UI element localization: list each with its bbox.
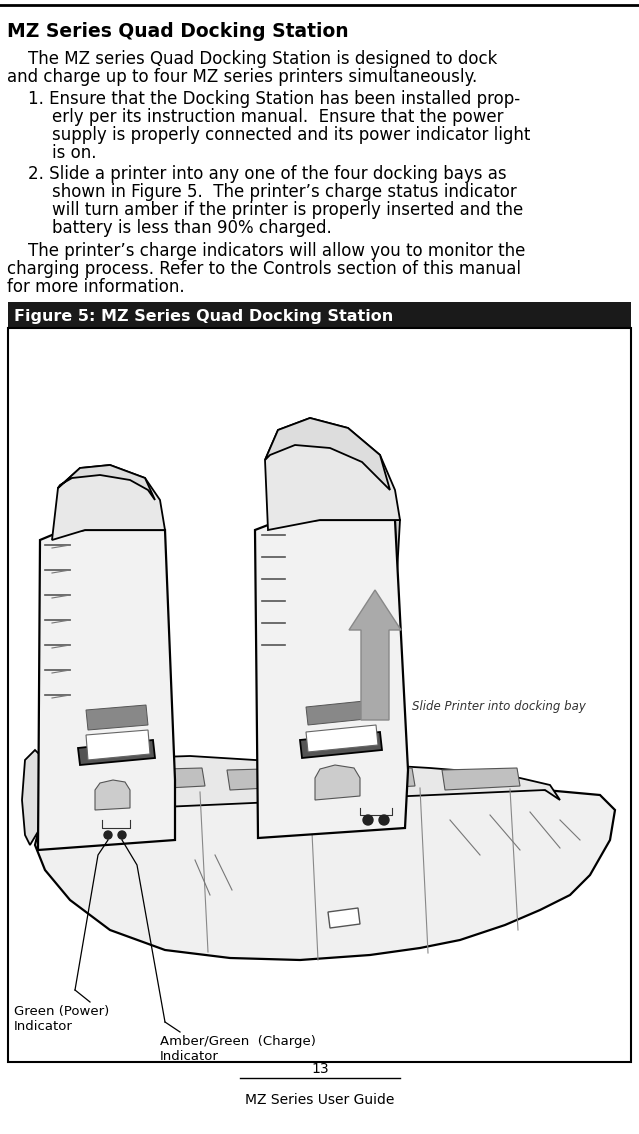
Polygon shape bbox=[58, 465, 155, 500]
Polygon shape bbox=[35, 788, 615, 960]
Bar bbox=[8, 302, 631, 328]
Circle shape bbox=[363, 815, 373, 826]
Text: battery is less than 90% charged.: battery is less than 90% charged. bbox=[52, 219, 332, 237]
Polygon shape bbox=[328, 908, 360, 928]
Text: 1. Ensure that the Docking Station has been installed prop-: 1. Ensure that the Docking Station has b… bbox=[28, 90, 520, 108]
Polygon shape bbox=[268, 521, 400, 795]
Polygon shape bbox=[306, 700, 376, 725]
Polygon shape bbox=[337, 768, 415, 790]
Polygon shape bbox=[127, 768, 205, 790]
Text: Figure 5: MZ Series Quad Docking Station: Figure 5: MZ Series Quad Docking Station bbox=[14, 308, 393, 323]
Polygon shape bbox=[442, 768, 520, 790]
Polygon shape bbox=[265, 418, 400, 530]
Polygon shape bbox=[315, 765, 360, 799]
Circle shape bbox=[379, 815, 389, 826]
Text: The MZ series Quad Docking Station is designed to dock: The MZ series Quad Docking Station is de… bbox=[28, 50, 497, 68]
Polygon shape bbox=[22, 750, 50, 845]
Text: shown in Figure 5.  The printer’s charge status indicator: shown in Figure 5. The printer’s charge … bbox=[52, 183, 517, 201]
Text: charging process. Refer to the Controls section of this manual: charging process. Refer to the Controls … bbox=[7, 260, 521, 278]
Text: The printer’s charge indicators will allow you to monitor the: The printer’s charge indicators will all… bbox=[28, 242, 525, 260]
Bar bbox=[8, 328, 631, 1063]
Polygon shape bbox=[306, 725, 378, 752]
Polygon shape bbox=[52, 465, 165, 540]
Text: 2. Slide a printer into any one of the four docking bays as: 2. Slide a printer into any one of the f… bbox=[28, 166, 507, 183]
Text: MZ Series Quad Docking Station: MZ Series Quad Docking Station bbox=[7, 22, 349, 41]
Text: for more information.: for more information. bbox=[7, 278, 185, 296]
Polygon shape bbox=[265, 418, 390, 490]
Polygon shape bbox=[78, 741, 155, 765]
Text: is on.: is on. bbox=[52, 144, 96, 162]
Text: erly per its instruction manual.  Ensure that the power: erly per its instruction manual. Ensure … bbox=[52, 108, 504, 126]
FancyArrow shape bbox=[349, 590, 401, 720]
Text: Amber/Green  (Charge)
Indicator: Amber/Green (Charge) Indicator bbox=[160, 1035, 316, 1063]
Polygon shape bbox=[38, 530, 175, 850]
Polygon shape bbox=[86, 730, 150, 760]
Circle shape bbox=[104, 831, 112, 839]
Text: supply is properly connected and its power indicator light: supply is properly connected and its pow… bbox=[52, 126, 530, 144]
Polygon shape bbox=[95, 756, 560, 810]
Text: and charge up to four MZ series printers simultaneously.: and charge up to four MZ series printers… bbox=[7, 68, 477, 86]
Circle shape bbox=[118, 831, 126, 839]
Polygon shape bbox=[48, 530, 165, 810]
Polygon shape bbox=[95, 780, 130, 810]
Text: MZ Series User Guide: MZ Series User Guide bbox=[245, 1093, 395, 1107]
Text: will turn amber if the printer is properly inserted and the: will turn amber if the printer is proper… bbox=[52, 201, 523, 219]
Polygon shape bbox=[86, 705, 148, 730]
Text: Green (Power)
Indicator: Green (Power) Indicator bbox=[14, 1005, 109, 1033]
Polygon shape bbox=[300, 733, 382, 758]
Polygon shape bbox=[227, 768, 305, 790]
Text: 13: 13 bbox=[311, 1063, 329, 1076]
Polygon shape bbox=[255, 521, 408, 838]
Text: Slide Printer into docking bay: Slide Printer into docking bay bbox=[412, 700, 586, 713]
